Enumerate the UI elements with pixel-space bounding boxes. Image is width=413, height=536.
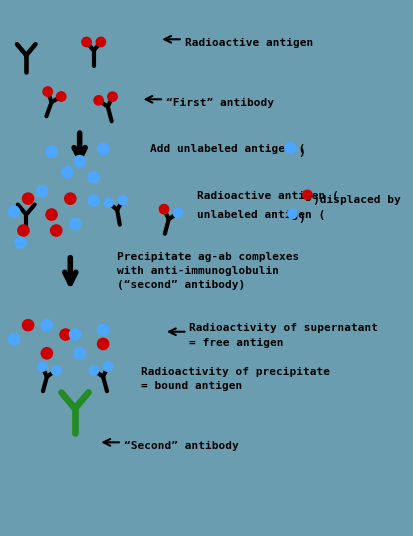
Circle shape — [88, 172, 100, 183]
Circle shape — [65, 193, 76, 204]
Circle shape — [41, 319, 52, 331]
Circle shape — [46, 209, 57, 220]
Circle shape — [37, 185, 48, 197]
Circle shape — [97, 324, 109, 336]
Text: Radioactive antigen (: Radioactive antigen ( — [197, 191, 339, 201]
Circle shape — [51, 366, 61, 375]
Circle shape — [97, 143, 109, 154]
Circle shape — [104, 198, 113, 207]
Circle shape — [8, 206, 20, 218]
Circle shape — [15, 237, 26, 248]
Text: Radioactivity of supernatant
= free antigen: Radioactivity of supernatant = free anti… — [189, 323, 378, 347]
Circle shape — [18, 225, 29, 236]
Circle shape — [103, 362, 112, 371]
Circle shape — [69, 218, 81, 229]
Text: )displaced by: )displaced by — [313, 195, 401, 205]
Circle shape — [82, 38, 91, 47]
Circle shape — [60, 329, 71, 340]
Circle shape — [41, 348, 52, 359]
Circle shape — [285, 143, 296, 154]
Text: Add unlabeled antigen (: Add unlabeled antigen ( — [150, 144, 305, 154]
Circle shape — [118, 196, 128, 205]
Circle shape — [8, 333, 20, 345]
Text: ): ) — [298, 147, 305, 157]
Circle shape — [173, 208, 183, 218]
Circle shape — [97, 338, 109, 349]
Circle shape — [43, 87, 52, 96]
Circle shape — [74, 155, 85, 167]
Circle shape — [69, 329, 81, 340]
Circle shape — [22, 319, 34, 331]
Text: Precipitate ag-ab complexes
with anti-immunoglobulin
(“second” antibody): Precipitate ag-ab complexes with anti-im… — [117, 252, 299, 290]
Circle shape — [288, 209, 297, 218]
Text: unlabeled antigen (: unlabeled antigen ( — [197, 210, 325, 220]
Circle shape — [88, 195, 100, 206]
Circle shape — [94, 96, 103, 105]
Circle shape — [96, 38, 106, 47]
Text: Radioactivity of precipitate
= bound antigen: Radioactivity of precipitate = bound ant… — [140, 367, 330, 391]
Circle shape — [57, 92, 66, 101]
Circle shape — [22, 193, 34, 204]
Circle shape — [46, 146, 57, 158]
Circle shape — [62, 167, 73, 178]
Circle shape — [303, 190, 312, 199]
Circle shape — [108, 92, 117, 101]
Text: ): ) — [298, 213, 305, 224]
Circle shape — [89, 366, 99, 375]
Text: “Second” antibody: “Second” antibody — [124, 441, 238, 451]
Text: Radioactive antigen: Radioactive antigen — [185, 38, 313, 48]
Circle shape — [38, 362, 47, 371]
Circle shape — [74, 348, 85, 359]
Circle shape — [51, 225, 62, 236]
Circle shape — [159, 204, 169, 214]
Text: “First” antibody: “First” antibody — [166, 98, 274, 108]
